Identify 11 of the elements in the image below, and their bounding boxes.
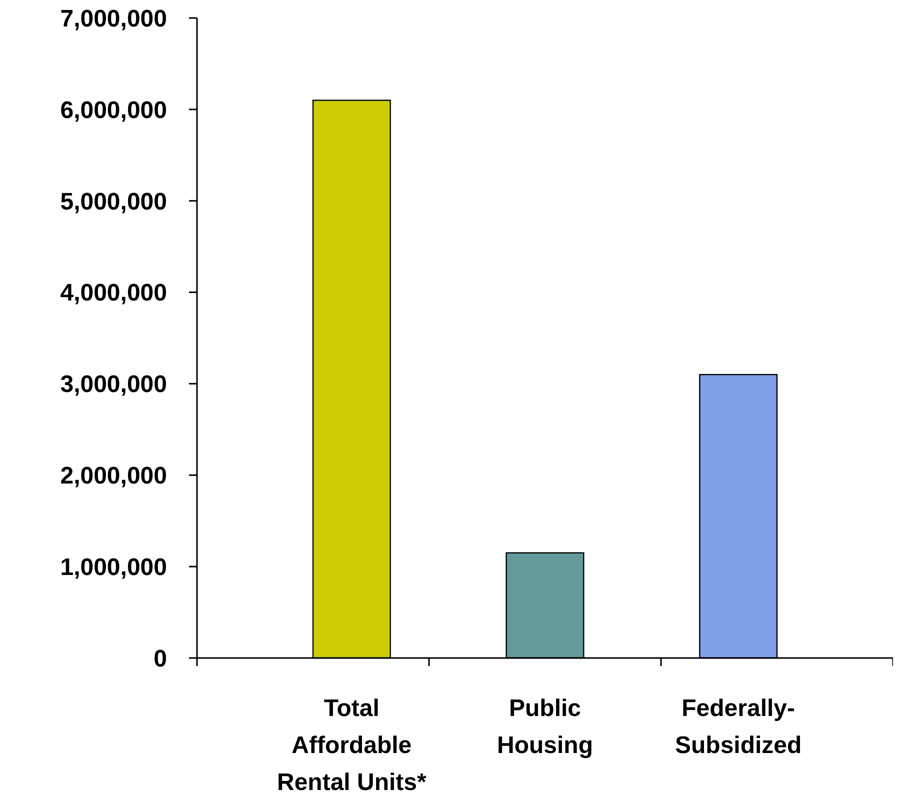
y-tick-label: 4,000,000: [60, 280, 167, 307]
y-tick-label: 7,000,000: [60, 5, 167, 32]
x-tick-label: Total Affordable Rental Units*: [276, 695, 428, 796]
y-tick-label: 2,000,000: [60, 462, 167, 490]
y-tick-label: 0: [154, 645, 167, 672]
y-tick-label: 6,000,000: [60, 96, 167, 124]
x-tick-label: Federally-Subsidized: [674, 695, 802, 759]
x-tick-label: Public Housing: [497, 695, 593, 759]
y-tick-label: 3,000,000: [60, 371, 167, 398]
y-tick-label: 5,000,000: [60, 188, 167, 216]
y-tick-label: 1,000,000: [60, 554, 167, 581]
